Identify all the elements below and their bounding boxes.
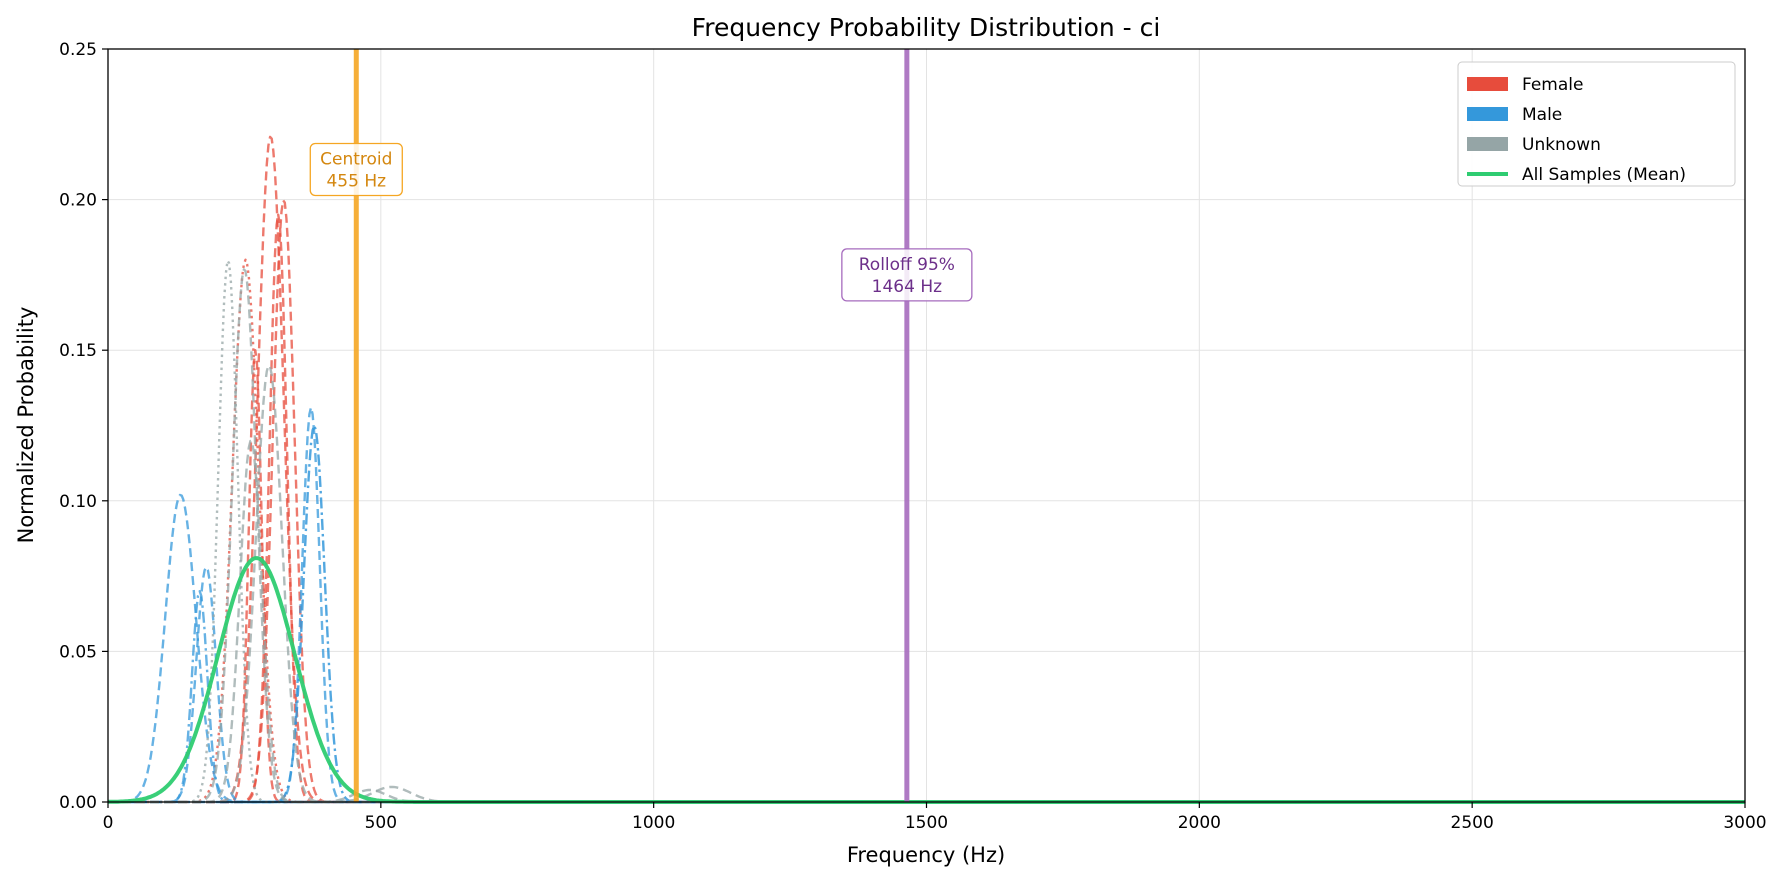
y-tick-label: 0.00 [59,793,97,813]
legend: Female Male Unknown All Samples (Mean) [1457,61,1736,187]
legend-label: Unknown [1522,135,1601,155]
y-tick-label: 0.25 [59,40,97,60]
legend-swatch [1467,137,1508,151]
x-tick-label: 3000 [1723,813,1766,833]
x-axis-label: Frequency (Hz) [847,843,1005,867]
chart-title: Frequency Probability Distribution - ci [692,13,1161,42]
legend-label: All Samples (Mean) [1522,165,1686,185]
x-tick-label: 0 [103,813,114,833]
y-axis-label: Normalized Probability [14,307,38,544]
x-tick-label: 2000 [1178,813,1221,833]
x-tick-label: 1500 [905,813,948,833]
y-axis-ticks: 0.00 0.05 0.10 0.15 0.20 0.25 [59,40,108,813]
x-tick-label: 2500 [1451,813,1494,833]
y-tick-label: 0.05 [59,642,97,662]
y-tick-label: 0.20 [59,191,97,211]
legend-label: Male [1522,105,1562,125]
legend-label: Female [1522,75,1583,95]
annotation-box [309,142,403,197]
annotation-box [841,248,973,302]
x-tick-label: 500 [365,813,397,833]
annotation-text: 455 Hz [326,171,386,191]
legend-swatch [1467,107,1508,121]
legend-box [1457,61,1736,187]
x-axis-ticks: 0 500 1000 1500 2000 2500 3000 [103,802,1767,833]
legend-swatch [1467,77,1508,91]
y-tick-label: 0.15 [59,341,97,361]
y-tick-label: 0.10 [59,492,97,512]
annotation-text: 1464 Hz [872,277,942,297]
x-tick-label: 1000 [632,813,675,833]
annotation-text: Rolloff 95% [859,255,955,275]
annotation-text: Centroid [320,149,392,169]
